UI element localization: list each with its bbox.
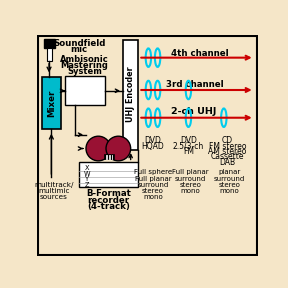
Text: sources: sources [40,194,68,200]
Bar [65,76,105,105]
Text: DVD: DVD [145,136,162,145]
Bar [105,154,114,159]
Text: mono: mono [143,194,163,200]
Text: mic: mic [71,46,88,54]
Text: (4-track): (4-track) [87,202,130,211]
Text: surround: surround [214,176,245,181]
Bar [79,162,138,187]
Text: DAB: DAB [220,158,236,167]
Circle shape [86,136,111,161]
Text: Full planar: Full planar [135,176,171,181]
Text: DVD: DVD [180,136,197,145]
Text: CD: CD [222,136,233,145]
Text: 3rd channel: 3rd channel [166,80,224,89]
Text: surround: surround [137,182,168,188]
Text: AM stereo: AM stereo [209,147,247,156]
Text: Mastering: Mastering [60,61,108,70]
Text: multitrack/: multitrack/ [34,182,73,188]
Bar [44,39,55,48]
Text: stereo: stereo [218,182,240,188]
Text: X: X [84,165,89,171]
Text: stereo: stereo [142,188,164,194]
Text: UHJ Encoder: UHJ Encoder [126,67,135,122]
Text: W: W [84,170,90,177]
Text: mono: mono [181,188,201,194]
Text: Y: Y [85,176,89,182]
Text: Mixer: Mixer [47,89,56,117]
Text: Ambisonic: Ambisonic [60,55,109,64]
Text: 2-ch UHJ: 2-ch UHJ [171,107,217,116]
Text: planar: planar [218,168,240,175]
Text: 4th channel: 4th channel [171,49,229,58]
Text: HQAD: HQAD [142,142,164,151]
Text: System: System [67,67,102,76]
Text: Soundfield: Soundfield [53,39,105,48]
Text: B-Format: B-Format [86,190,131,198]
Text: Cassette: Cassette [211,152,245,162]
Text: Full sphere: Full sphere [134,168,172,175]
Text: 2.5/3-ch: 2.5/3-ch [173,142,204,151]
Text: surround: surround [175,176,206,181]
Text: Z: Z [84,182,89,188]
Text: FM stereo: FM stereo [209,142,247,151]
Text: FM: FM [183,147,194,156]
Bar [42,77,60,129]
Text: recorder: recorder [87,196,129,204]
Bar [47,48,52,61]
Text: Full planar: Full planar [173,168,209,175]
Bar [123,40,138,150]
Text: multimic: multimic [38,188,69,194]
Text: stereo: stereo [180,182,202,188]
Circle shape [106,136,131,161]
Text: mono: mono [219,188,239,194]
